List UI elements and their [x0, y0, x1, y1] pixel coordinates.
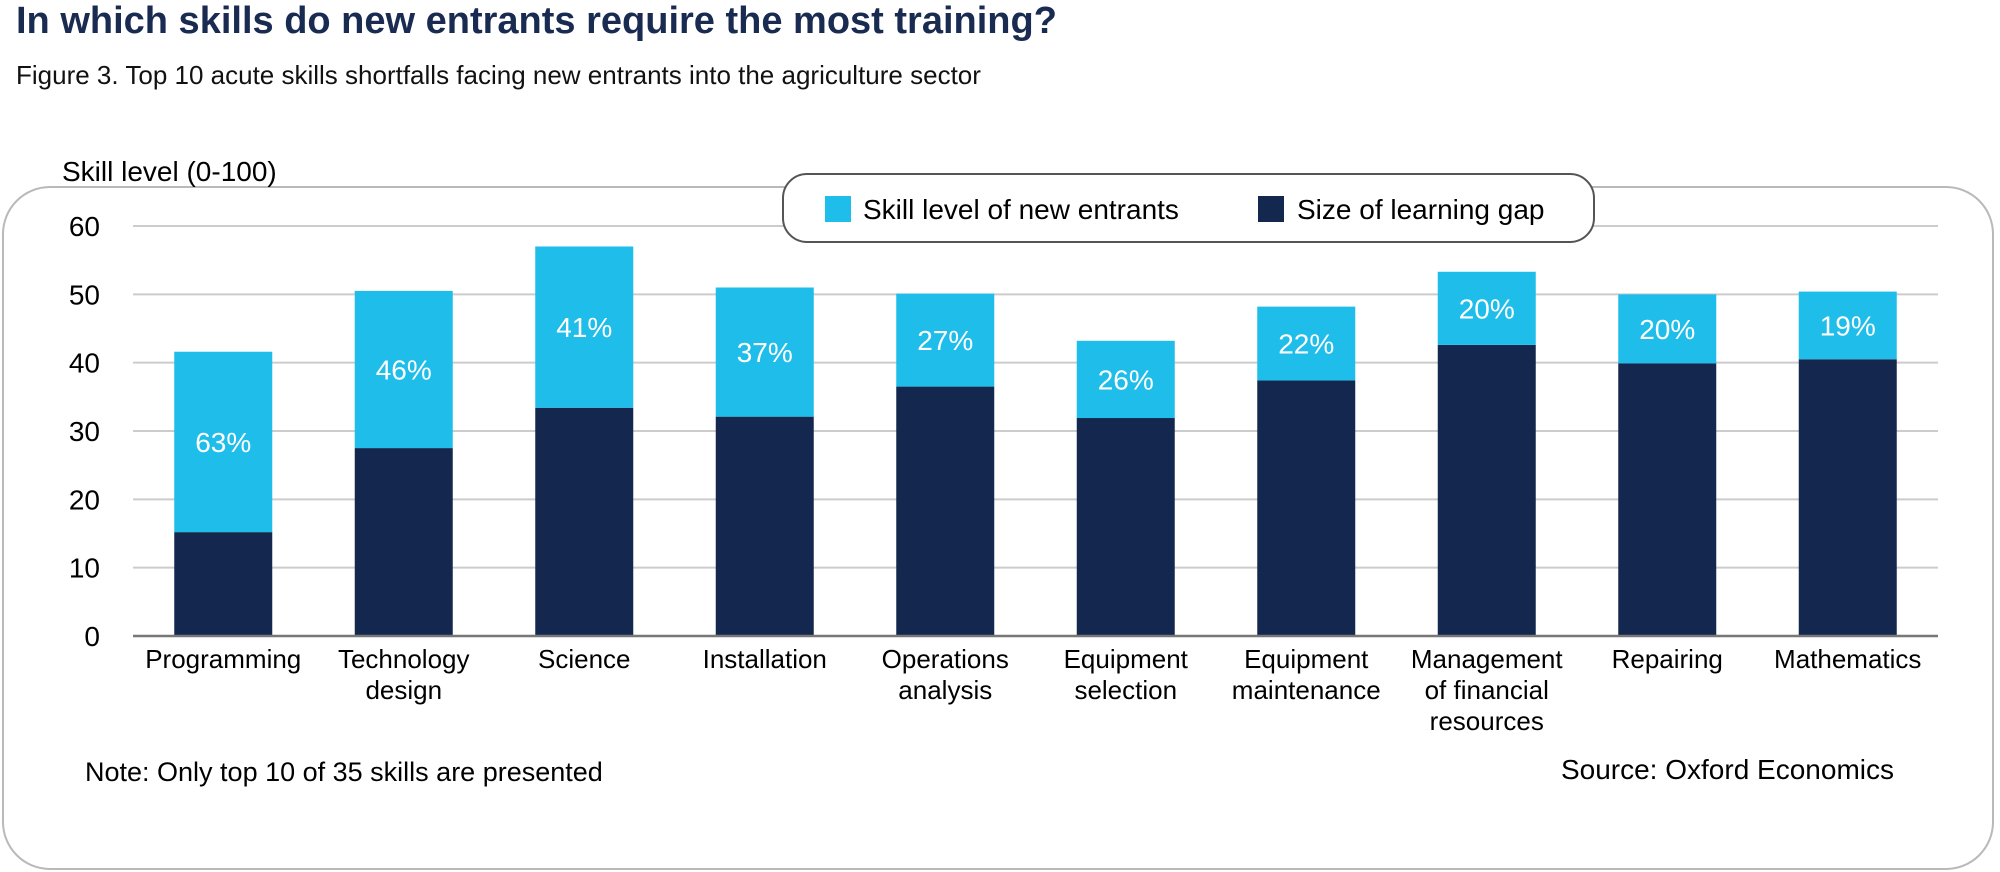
data-label: 27% [917, 325, 973, 356]
bar-learning-gap [354, 448, 453, 636]
legend-box [782, 173, 1595, 243]
bar-learning-gap [896, 386, 995, 636]
chart-title: In which skills do new entrants require … [16, 0, 1057, 42]
y-tick-label: 30 [69, 416, 100, 447]
x-tick-label: Installation [703, 644, 827, 674]
x-tick-label: Repairing [1612, 644, 1723, 674]
bar-skill-level [1437, 271, 1536, 345]
source-note: Source: Oxford Economics [1561, 754, 1894, 785]
bar-skill-level [354, 290, 453, 449]
data-label: 46% [376, 355, 432, 386]
y-tick-label: 20 [69, 484, 100, 515]
legend-swatch-skill-level [825, 196, 851, 222]
data-label: 41% [556, 312, 612, 343]
bar-skill-level [535, 246, 634, 408]
footnote: Note: Only top 10 of 35 skills are prese… [85, 757, 603, 787]
y-tick-label: 10 [69, 553, 100, 584]
bar-skill-level [174, 351, 273, 533]
data-label: 26% [1098, 364, 1154, 395]
bar-learning-gap [174, 532, 273, 636]
legend-label-skill-level: Skill level of new entrants [863, 194, 1179, 225]
bar-learning-gap [715, 416, 814, 636]
bar-learning-gap [1257, 380, 1356, 636]
x-tick-label: Equipment [1244, 644, 1369, 674]
x-tick-label: selection [1074, 675, 1177, 705]
x-tick-label: maintenance [1232, 675, 1381, 705]
x-tick-label: resources [1430, 706, 1544, 736]
x-tick-label: Equipment [1064, 644, 1189, 674]
bar-skill-level [1257, 306, 1356, 381]
x-tick-label: Programming [145, 644, 301, 674]
data-label: 20% [1459, 293, 1515, 324]
data-label: 22% [1278, 329, 1334, 360]
bar-learning-gap [535, 407, 634, 636]
chart-subtitle: Figure 3. Top 10 acute skills shortfalls… [16, 60, 981, 90]
data-label: 63% [195, 427, 251, 458]
y-tick-label: 0 [84, 621, 100, 652]
y-axis-label: Skill level (0-100) [62, 156, 277, 187]
bar-skill-level [1798, 291, 1897, 360]
bar-learning-gap [1618, 363, 1717, 636]
x-tick-label: analysis [898, 675, 992, 705]
x-tick-label: Science [538, 644, 631, 674]
x-tick-label: of financial [1425, 675, 1549, 705]
bar-learning-gap [1076, 418, 1175, 636]
legend-swatch-learning-gap [1258, 196, 1284, 222]
x-tick-label: Operations [882, 644, 1009, 674]
legend-label-learning-gap: Size of learning gap [1297, 194, 1545, 225]
bar-learning-gap [1437, 344, 1536, 636]
y-tick-label: 50 [69, 279, 100, 310]
x-tick-label: Technology [338, 644, 470, 674]
x-tick-label: design [365, 675, 442, 705]
data-label: 19% [1820, 310, 1876, 341]
bar-skill-level [1076, 340, 1175, 419]
bar-learning-gap [1798, 359, 1897, 636]
x-tick-label: Management [1411, 644, 1564, 674]
x-tick-label: Mathematics [1774, 644, 1921, 674]
bar-skill-level [896, 293, 995, 387]
bar-skill-level [1618, 294, 1717, 364]
y-tick-label: 40 [69, 348, 100, 379]
y-tick-label: 60 [69, 211, 100, 242]
data-label: 20% [1639, 314, 1695, 345]
bar-skill-level [715, 287, 814, 417]
data-label: 37% [737, 337, 793, 368]
